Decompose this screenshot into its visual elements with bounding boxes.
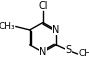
Text: S: S [65,46,71,56]
Text: Cl: Cl [38,1,48,11]
Text: CH₃: CH₃ [0,22,15,31]
Text: CH₃: CH₃ [78,49,89,58]
Text: N: N [39,47,47,57]
Text: N: N [52,25,60,35]
